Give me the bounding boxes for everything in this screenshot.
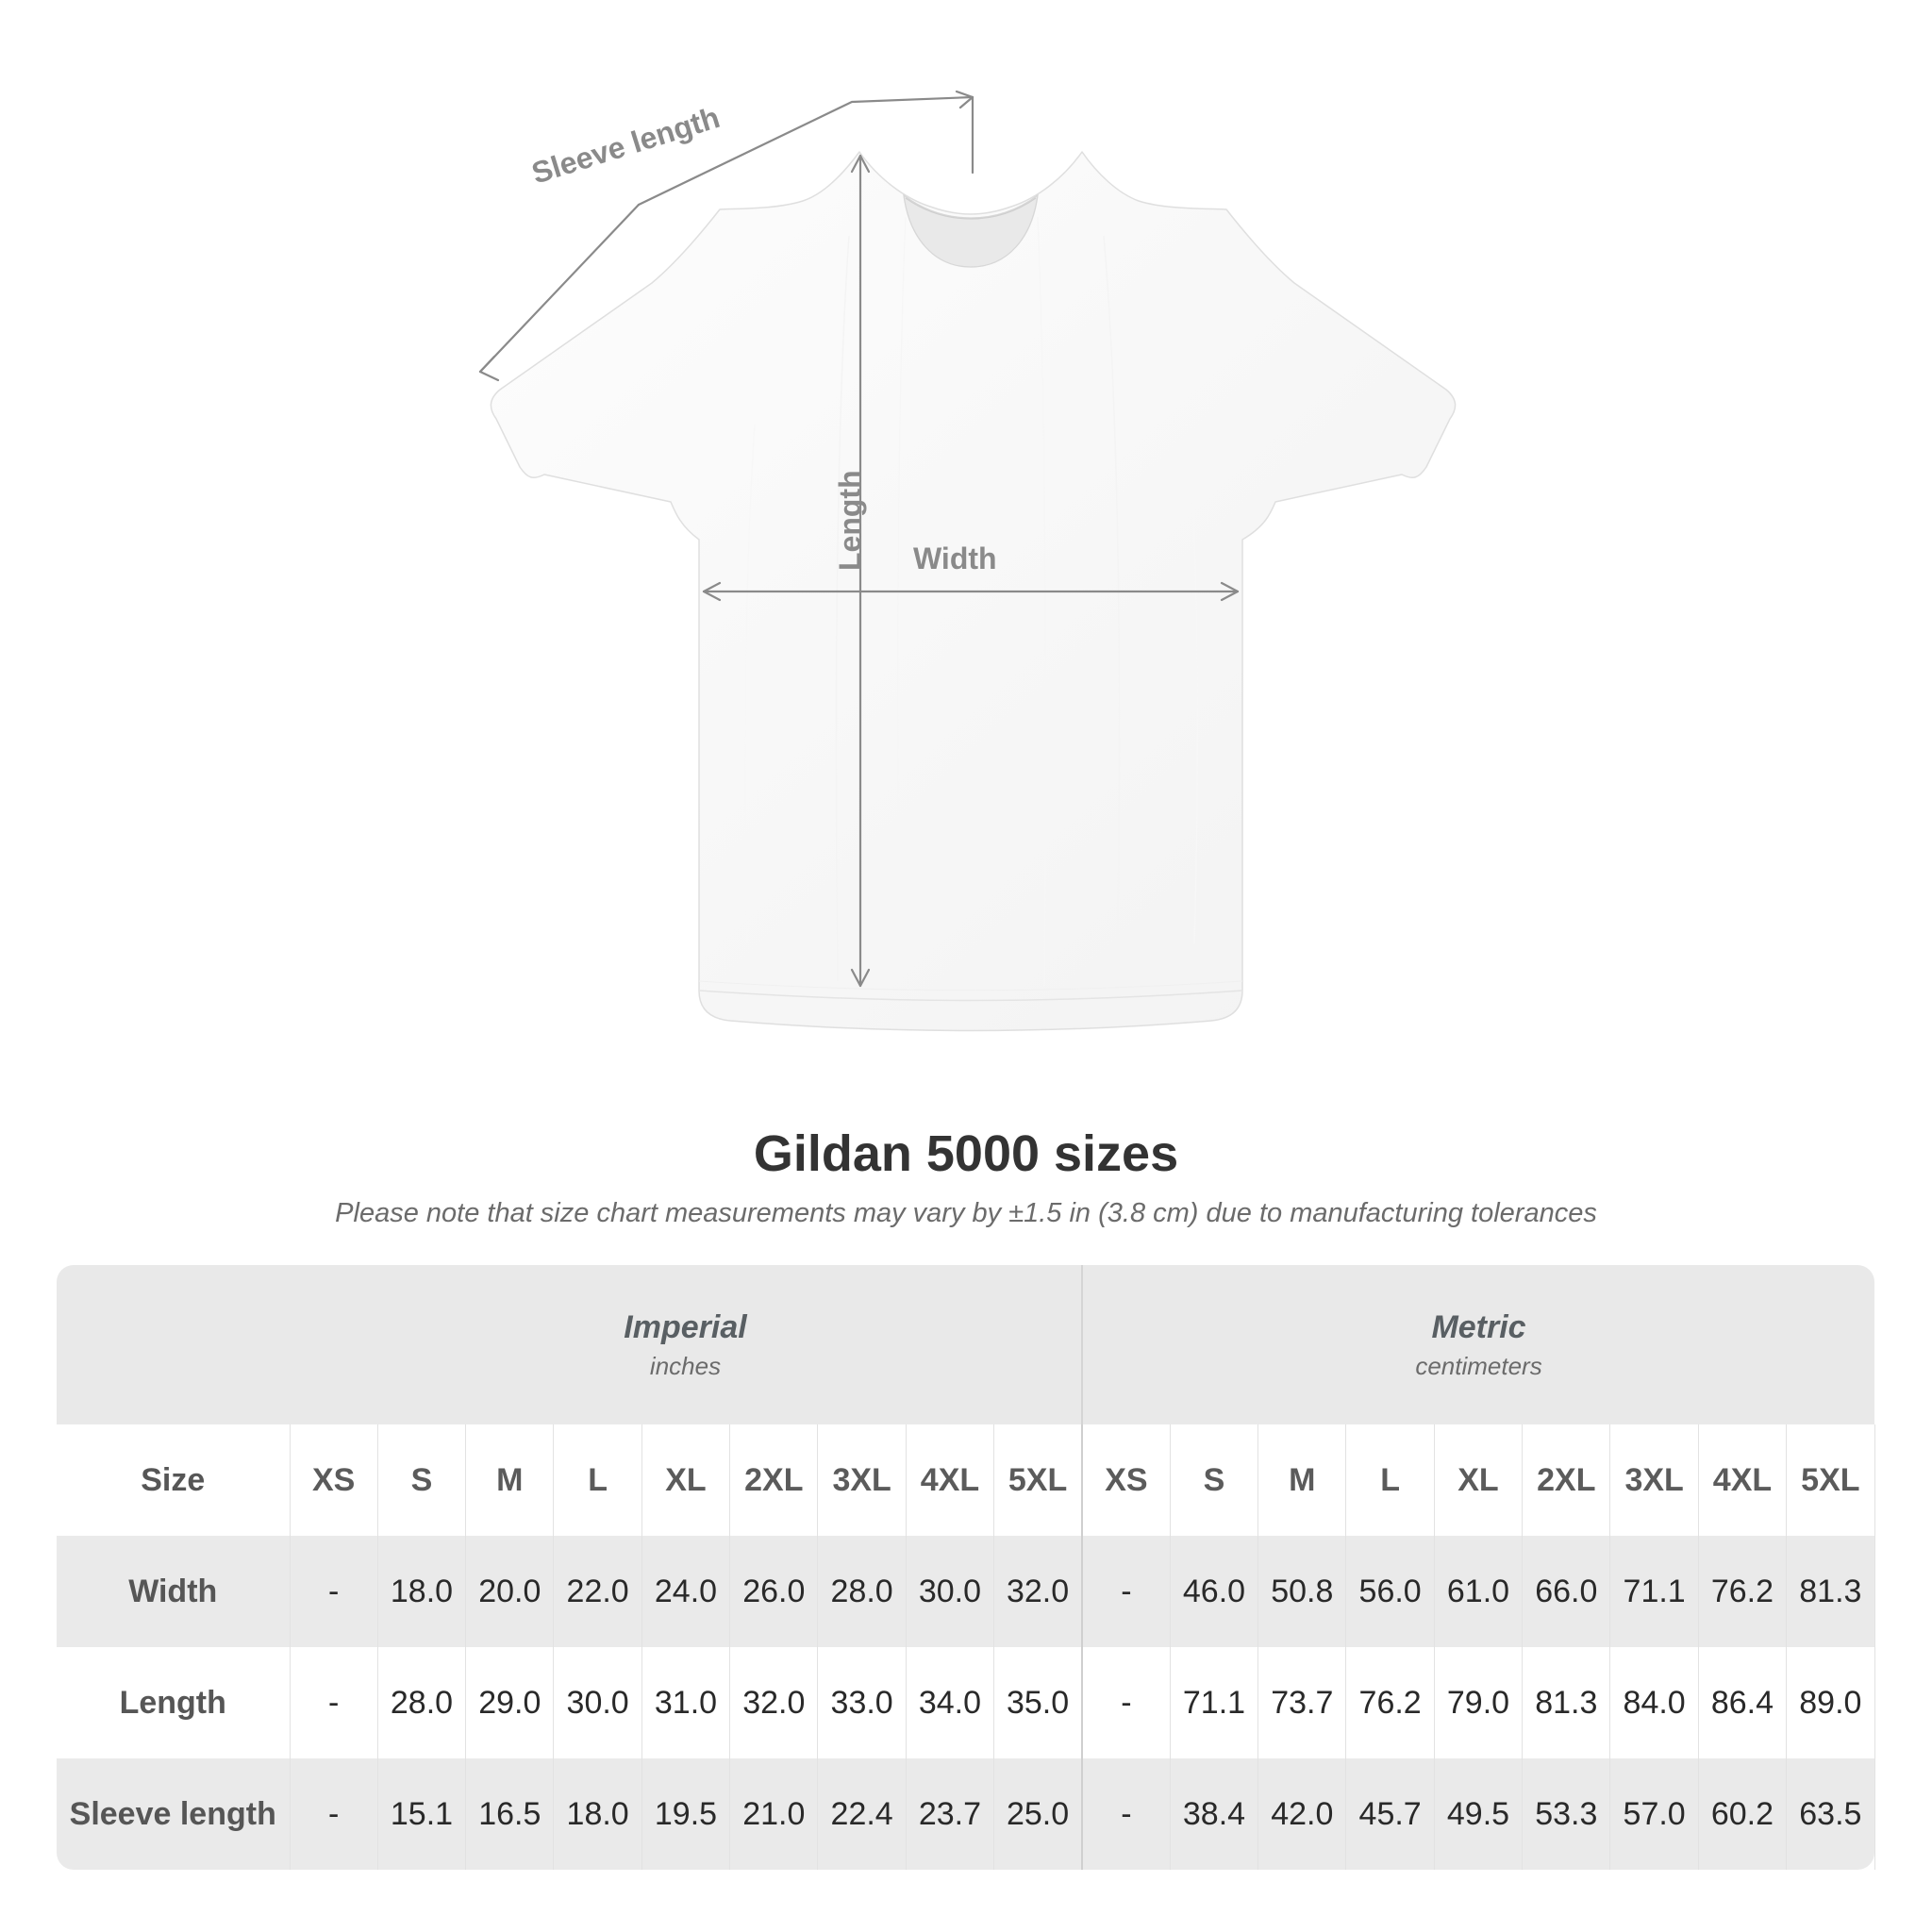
svg-text:Width: Width [913,541,997,575]
svg-text:Length: Length [833,470,867,571]
svg-text:Sleeve length: Sleeve length [527,100,724,191]
